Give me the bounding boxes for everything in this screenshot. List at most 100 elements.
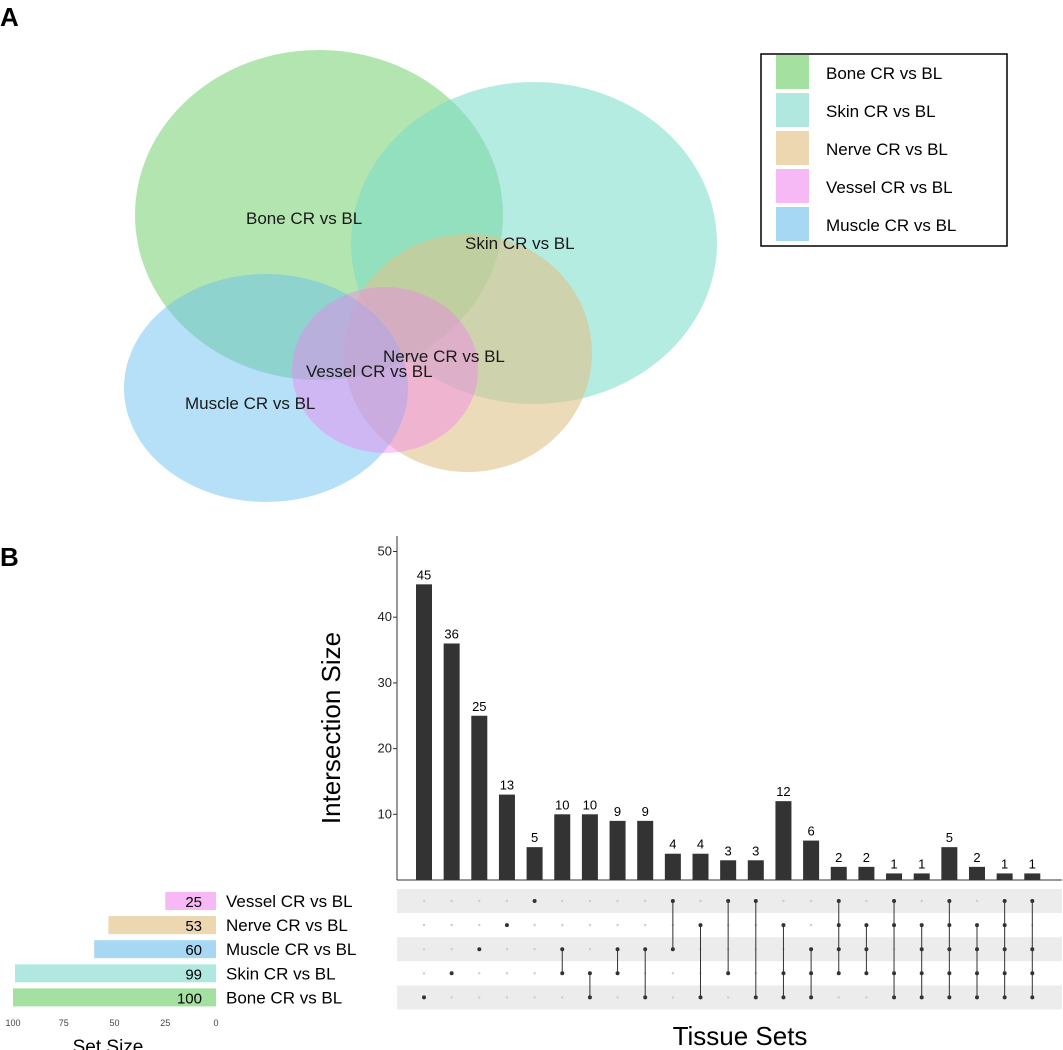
panel-a-letter: A xyxy=(0,2,19,32)
intersection-bar xyxy=(941,847,958,880)
bar-value-label: 9 xyxy=(614,804,621,819)
matrix-dot-active xyxy=(919,971,924,976)
matrix-dot-active xyxy=(975,947,979,952)
matrix-dot-inactive xyxy=(726,996,730,999)
matrix-dot-inactive xyxy=(809,923,813,927)
matrix-dot-active xyxy=(698,995,703,1000)
matrix-dot-inactive xyxy=(533,948,536,951)
matrix-dot-active xyxy=(892,995,897,1000)
matrix-dot-inactive xyxy=(450,899,453,903)
bar-value-label: 1 xyxy=(918,856,925,871)
bar-value-label: 3 xyxy=(725,843,732,858)
intersection-bar xyxy=(1024,873,1041,880)
matrix-dot-active xyxy=(892,923,897,928)
matrix-dot-active xyxy=(864,947,869,952)
set-name-label: Nerve CR vs BL xyxy=(226,916,348,935)
matrix-dot-active xyxy=(836,899,841,903)
bar-value-label: 2 xyxy=(863,850,870,865)
matrix-dot-active xyxy=(947,923,952,928)
matrix-dot-active xyxy=(753,899,758,903)
intersection-bar xyxy=(609,820,626,880)
set-name-label: Vessel CR vs BL xyxy=(226,892,353,911)
set-size-value: 99 xyxy=(185,966,202,983)
venn-diagram: Bone CR vs BL Skin CR vs BL Nerve CR vs … xyxy=(124,50,717,502)
y-tick-label: 30 xyxy=(378,675,392,690)
intersection-bar xyxy=(803,840,820,880)
matrix-dot-inactive xyxy=(505,899,509,903)
intersection-bar xyxy=(969,866,985,880)
matrix-dot-active xyxy=(1030,971,1035,976)
matrix-dot-active xyxy=(919,995,924,1000)
matrix-dot-inactive xyxy=(478,899,481,903)
intersection-bar xyxy=(637,820,654,880)
matrix-dot-active xyxy=(532,899,537,903)
intersection-bar xyxy=(858,866,875,880)
matrix-dot-active xyxy=(781,971,786,976)
matrix-dot-active xyxy=(781,923,786,928)
intersection-bar xyxy=(416,584,432,880)
matrix-dot-active xyxy=(449,971,454,976)
matrix-dot-active xyxy=(947,947,952,952)
matrix-dot-active xyxy=(726,899,731,903)
venn-label-bone: Bone CR vs BL xyxy=(246,209,362,228)
matrix-dot-inactive xyxy=(478,923,481,927)
matrix-dot-active xyxy=(975,971,979,976)
legend-swatch xyxy=(776,169,809,203)
venn-ellipse-muscle xyxy=(124,274,408,502)
matrix-dot-active xyxy=(1002,899,1007,903)
bar-value-label: 1 xyxy=(890,856,897,871)
matrix-dot-active xyxy=(670,947,675,952)
legend-label: Bone CR vs BL xyxy=(826,64,942,83)
set-size-value: 25 xyxy=(185,894,202,911)
matrix-dot-active xyxy=(947,971,952,976)
matrix-dot-inactive xyxy=(422,948,426,951)
intersection-bar xyxy=(498,794,515,880)
venn-ellipse-vessel xyxy=(292,287,478,453)
matrix-dot-active xyxy=(560,947,565,952)
bar-value-label: 10 xyxy=(583,797,597,812)
bar-value-label: 3 xyxy=(752,843,759,858)
matrix-dot-active xyxy=(422,995,426,1000)
matrix-dot-active xyxy=(919,947,924,952)
matrix-dot-inactive xyxy=(644,899,647,903)
intersection-bar xyxy=(471,715,488,880)
bar-value-label: 6 xyxy=(807,824,814,839)
matrix-dot-active xyxy=(1030,947,1035,952)
matrix-row-stripe xyxy=(397,985,1062,1010)
bar-value-label: 1 xyxy=(1001,856,1008,871)
x-axis-title: Tissue Sets xyxy=(673,1021,808,1050)
matrix-row-stripe xyxy=(397,937,1062,962)
y-tick-label: 20 xyxy=(378,741,392,756)
matrix-dot-inactive xyxy=(561,899,564,903)
set-size-bar xyxy=(15,964,217,983)
set-size-bar xyxy=(94,940,216,959)
venn-label-vessel: Vessel CR vs BL xyxy=(306,362,433,381)
set-size-tick-label: 25 xyxy=(160,1018,170,1028)
matrix-dot-active xyxy=(864,971,869,976)
set-name-label: Muscle CR vs BL xyxy=(226,940,356,959)
matrix-dot-active xyxy=(615,971,620,976)
legend-swatch xyxy=(776,207,809,241)
venn-label-skin: Skin CR vs BL xyxy=(465,234,575,253)
matrix-dot-inactive xyxy=(561,923,564,927)
intersection-bar xyxy=(720,860,737,880)
matrix-dot-inactive xyxy=(671,996,675,999)
set-size-tick-label: 50 xyxy=(109,1018,119,1028)
matrix-dot-active xyxy=(809,947,814,952)
bar-value-label: 4 xyxy=(669,837,676,852)
venn-label-nerve: Nerve CR vs BL xyxy=(383,347,505,366)
matrix-dot-inactive xyxy=(920,899,923,903)
intersection-bar xyxy=(747,860,764,880)
matrix-dot-inactive xyxy=(533,972,536,975)
intersection-bar xyxy=(664,853,681,880)
set-size-tick-label: 100 xyxy=(5,1018,20,1028)
intersection-bar xyxy=(526,847,543,880)
y-tick-label: 40 xyxy=(378,609,392,624)
matrix-dot-inactive xyxy=(450,996,453,999)
bar-value-label: 10 xyxy=(555,797,569,812)
intersection-bar xyxy=(886,873,903,880)
intersection-bar xyxy=(581,814,598,880)
set-size-tick-label: 0 xyxy=(213,1018,218,1028)
intersection-bar xyxy=(443,643,460,880)
